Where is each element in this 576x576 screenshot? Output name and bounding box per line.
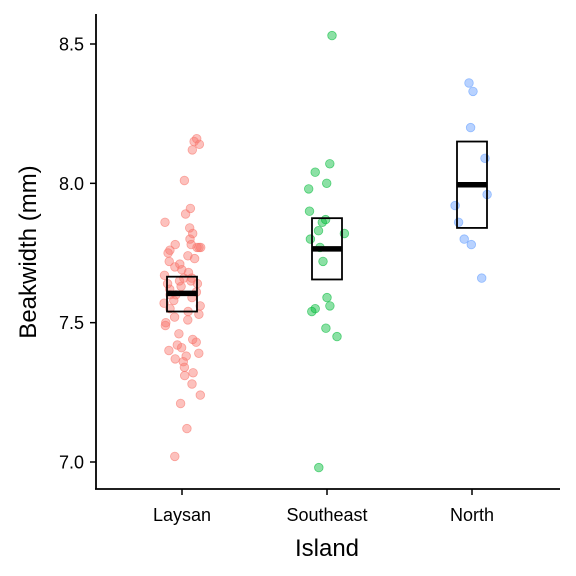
x-tick-label-laysan: Laysan <box>153 505 211 525</box>
point-southeast-1 <box>325 159 335 169</box>
point-laysan-57 <box>178 357 189 367</box>
point-laysan-20 <box>164 256 174 267</box>
y-tick-label-8.0: 8.0 <box>59 174 84 194</box>
point-southeast-18 <box>332 331 342 342</box>
point-laysan-46 <box>161 318 171 328</box>
point-laysan-17 <box>163 248 173 258</box>
point-laysan-38 <box>169 295 179 306</box>
y-axis-title: Beakwidth (mm) <box>15 165 42 338</box>
point-southeast-8 <box>313 225 324 236</box>
point-north-7 <box>459 234 469 244</box>
point-laysan-6 <box>180 209 191 219</box>
point-laysan-0 <box>191 133 202 144</box>
point-laysan-54 <box>194 348 204 359</box>
point-laysan-21 <box>175 259 185 269</box>
point-southeast-4 <box>304 184 314 194</box>
point-laysan-56 <box>170 354 180 364</box>
point-southeast-10 <box>305 234 316 244</box>
point-laysan-2 <box>194 139 205 150</box>
y-tick-label-7.5: 7.5 <box>59 313 84 333</box>
point-laysan-53 <box>164 345 174 356</box>
point-laysan-65 <box>170 451 180 462</box>
point-laysan-47 <box>160 320 171 331</box>
point-southeast-0 <box>327 30 337 41</box>
point-southeast-12 <box>318 256 328 267</box>
point-laysan-50 <box>191 337 201 347</box>
point-southeast-19 <box>314 462 324 473</box>
point-laysan-55 <box>181 351 191 361</box>
point-north-3 <box>480 153 490 164</box>
point-north-1 <box>468 86 478 97</box>
mean-ci-boxes <box>166 140 488 313</box>
point-southeast-2 <box>310 167 320 177</box>
point-laysan-32 <box>176 281 186 292</box>
point-laysan-48 <box>174 329 184 339</box>
point-laysan-60 <box>179 370 190 381</box>
point-southeast-5 <box>304 206 315 216</box>
point-laysan-7 <box>160 217 170 228</box>
point-laysan-58 <box>179 362 190 373</box>
y-tick-label-8.5: 8.5 <box>59 35 84 55</box>
x-tick-label-north: North <box>450 505 494 525</box>
point-laysan-15 <box>192 242 202 253</box>
point-laysan-63 <box>175 398 186 409</box>
point-north-8 <box>466 239 477 250</box>
point-laysan-14 <box>195 242 206 253</box>
point-north-6 <box>453 217 464 228</box>
point-laysan-22 <box>170 262 180 272</box>
point-southeast-14 <box>325 301 335 311</box>
point-laysan-52 <box>176 343 187 353</box>
point-laysan-4 <box>179 175 190 186</box>
point-north-2 <box>465 122 476 133</box>
point-laysan-19 <box>189 253 200 264</box>
x-tick-label-southeast: Southeast <box>286 505 367 525</box>
point-laysan-3 <box>187 145 198 155</box>
point-laysan-44 <box>169 312 180 322</box>
point-laysan-8 <box>184 223 195 233</box>
point-southeast-3 <box>322 178 332 189</box>
point-laysan-62 <box>195 390 206 400</box>
point-laysan-64 <box>182 423 192 434</box>
point-laysan-59 <box>188 368 198 378</box>
point-laysan-45 <box>183 315 193 325</box>
x-axis-title: Island <box>295 535 359 562</box>
point-north-5 <box>450 200 460 211</box>
data-points <box>159 30 492 473</box>
y-tick-label-7.0: 7.0 <box>59 453 84 473</box>
point-north-0 <box>464 78 474 88</box>
point-southeast-16 <box>307 306 317 317</box>
point-north-9 <box>477 273 487 283</box>
point-laysan-9 <box>187 228 198 239</box>
point-southeast-17 <box>321 323 331 333</box>
point-laysan-61 <box>187 379 197 389</box>
point-laysan-10 <box>185 234 195 244</box>
point-southeast-13 <box>322 292 332 303</box>
point-southeast-7 <box>317 217 328 228</box>
axis-ticks: 7.0 7.5 8.0 8.5 Laysan Southeast North <box>59 35 494 526</box>
